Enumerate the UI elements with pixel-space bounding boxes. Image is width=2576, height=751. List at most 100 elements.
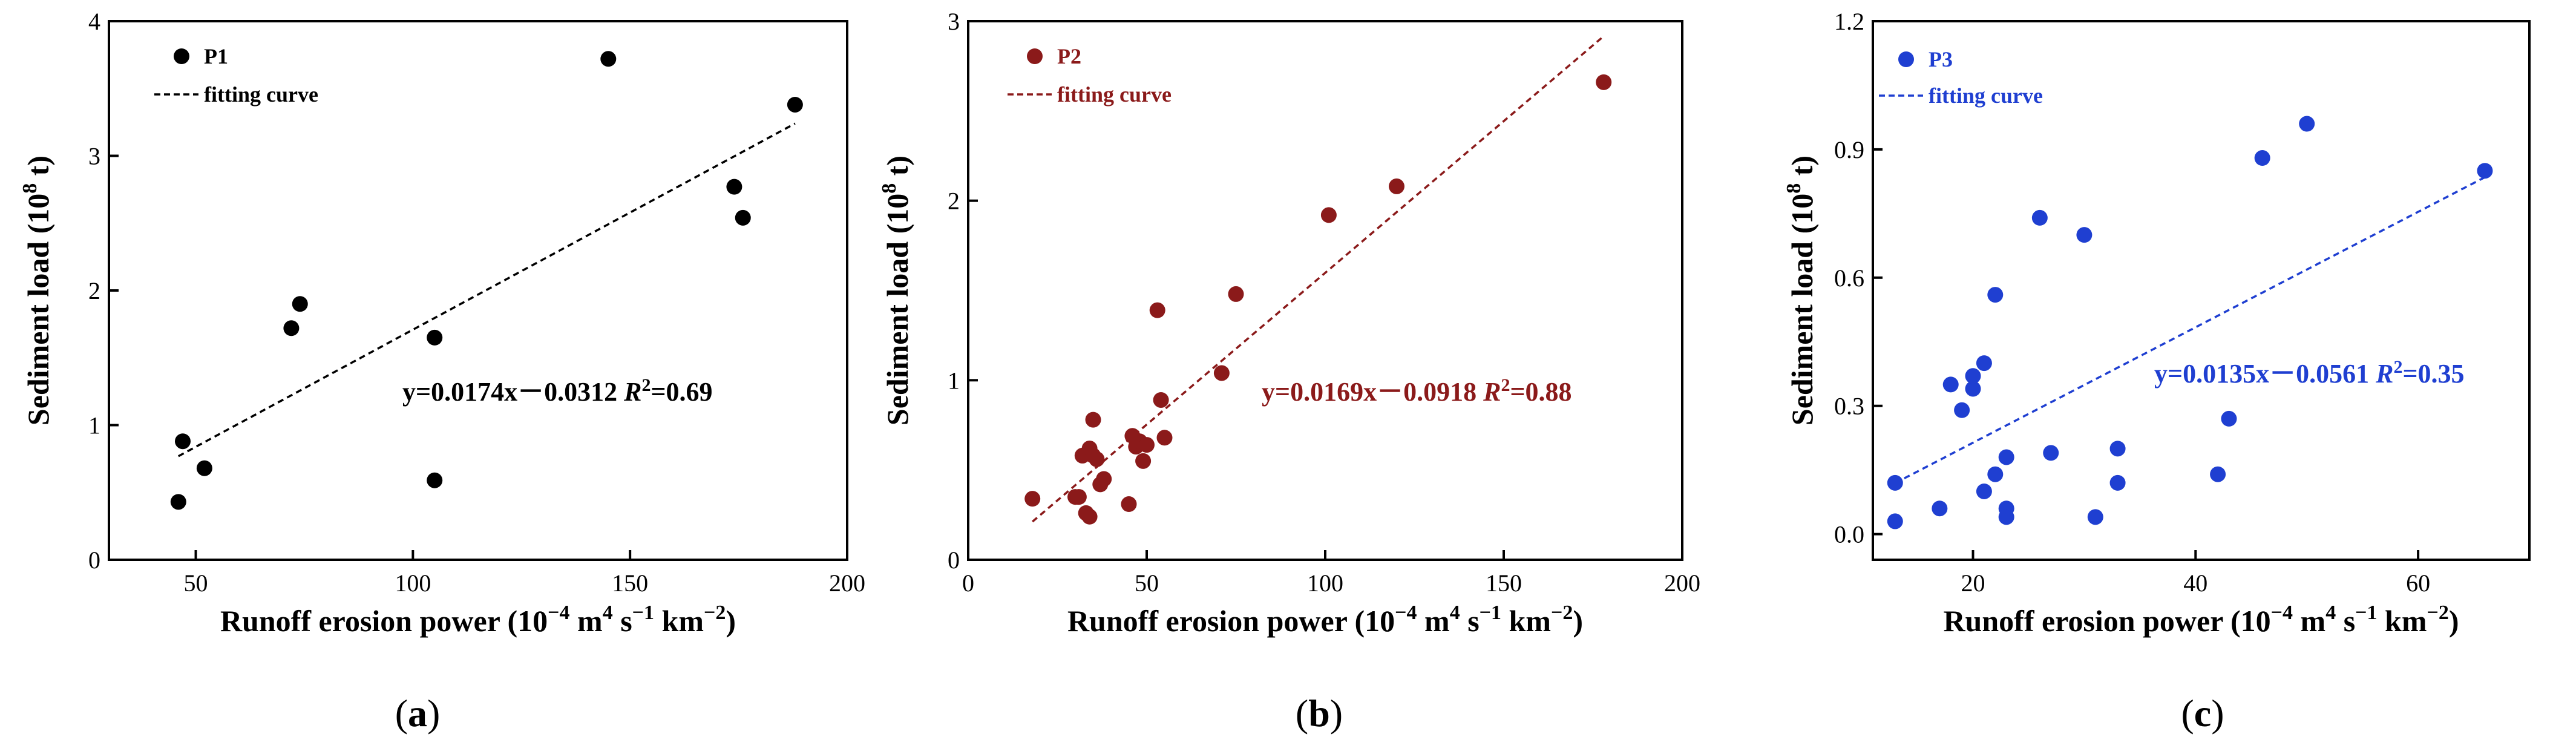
data-point	[1081, 508, 1098, 525]
data-point	[1965, 381, 1981, 397]
y-tick-label: 0.3	[1834, 393, 1864, 420]
data-point	[1596, 74, 1612, 90]
data-point	[1987, 466, 2004, 482]
fitting-curve-line	[177, 122, 796, 457]
legend-fit-label: fitting curve	[204, 82, 318, 107]
data-point	[1998, 509, 2014, 525]
data-point	[600, 51, 617, 67]
y-tick-label: 0.6	[1834, 264, 1864, 292]
regression-equation: y=0.0174x－0.0312 R2=0.69	[402, 375, 713, 407]
data-point	[1149, 302, 1165, 318]
data-point	[1139, 437, 1155, 453]
data-point	[2043, 445, 2059, 461]
data-point	[2076, 227, 2093, 243]
data-point	[1070, 489, 1087, 505]
data-point	[1976, 355, 1992, 372]
y-axis-label: Sediment load (108 t)	[19, 156, 55, 425]
y-tick-label: 3	[948, 8, 960, 35]
data-point	[292, 296, 308, 312]
panel-1: 50 100 150 200 0 1 2 3 4 P1 fitting curve y=0.0174x…	[19, 8, 865, 735]
regression-equation: y=0.0135x－0.0561 R2=0.35	[2154, 357, 2465, 389]
legend-series-label: P2	[1057, 44, 1081, 68]
legend-marker	[1898, 51, 1914, 67]
panel-label: (a)	[395, 692, 441, 735]
data-point	[1942, 376, 1959, 393]
legend-marker	[1027, 48, 1043, 64]
y-tick-label: 3	[88, 143, 100, 170]
x-tick-label: 100	[1307, 569, 1343, 597]
x-tick-label: 60	[2406, 569, 2430, 597]
data-point	[1887, 474, 1903, 491]
legend-series-label: P3	[1929, 47, 1953, 71]
x-tick-label: 50	[1135, 569, 1159, 597]
panel-label: (c)	[2181, 692, 2224, 735]
data-point	[1228, 286, 1244, 302]
data-point	[1089, 451, 1105, 467]
data-point	[1156, 430, 1173, 446]
x-tick-label: 0	[962, 569, 974, 597]
panel-label: (b)	[1296, 692, 1343, 735]
legend-series-label: P1	[204, 44, 228, 68]
legend-marker	[174, 48, 189, 64]
legend-fit-label: fitting curve	[1929, 84, 2043, 108]
data-point	[175, 433, 191, 450]
data-point	[1121, 496, 1137, 513]
panel-2: 0 50 100 150 200 0 1 2 3 P2 fitting curve y=0.0169x…	[878, 8, 1700, 735]
x-tick-label: 200	[829, 569, 865, 597]
y-axis-label: Sediment load (108 t)	[1783, 156, 1819, 425]
y-tick-label: 0.0	[1834, 521, 1864, 548]
y-tick-label: 1	[88, 412, 100, 439]
y-tick-label: 0	[948, 546, 960, 574]
data-point	[2109, 474, 2126, 491]
data-point	[1998, 449, 2014, 465]
data-point	[1213, 365, 1230, 381]
data-point	[2299, 116, 2315, 132]
x-axis-label: Runoff erosion power (10−4 m4 s−1 km−2)	[220, 602, 736, 638]
x-tick-label: 150	[612, 569, 648, 597]
data-point	[283, 320, 300, 336]
regression-equation: y=0.0169x－0.0918 R2=0.88	[1262, 375, 1572, 407]
panel-3: 20 40 60 0.0 0.3 0.6 0.9 1.2 P3 fitting curve y=0.…	[1783, 8, 2531, 735]
data-point	[1987, 287, 2004, 303]
y-tick-label: 4	[88, 8, 100, 35]
data-point	[1965, 368, 1981, 384]
y-tick-label: 2	[88, 277, 100, 304]
data-point	[787, 96, 803, 113]
data-point	[2477, 163, 2493, 179]
data-point	[1024, 491, 1041, 507]
y-tick-label: 0	[88, 546, 100, 574]
y-tick-label: 0.9	[1834, 136, 1864, 163]
data-point	[2210, 466, 2226, 482]
x-tick-label: 100	[395, 569, 431, 597]
x-tick-label: 200	[1664, 569, 1700, 597]
data-point	[2221, 410, 2237, 427]
data-point	[1153, 392, 1169, 408]
x-tick-label: 150	[1486, 569, 1522, 597]
data-point	[2109, 441, 2126, 457]
fitting-curve-line	[1032, 35, 1605, 523]
x-axis-label: Runoff erosion power (10−4 m4 s−1 km−2)	[1943, 602, 2459, 638]
data-point	[1976, 483, 1992, 499]
data-point	[1932, 500, 1948, 517]
x-tick-label: 50	[184, 569, 208, 597]
data-point	[1887, 513, 1903, 530]
y-tick-label: 1.2	[1834, 8, 1864, 35]
data-point	[1096, 471, 1112, 487]
data-point	[726, 179, 742, 195]
y-tick-label: 1	[948, 367, 960, 394]
y-tick-label: 2	[948, 188, 960, 215]
data-point	[427, 472, 443, 488]
data-point	[170, 494, 186, 510]
x-axis-label: Runoff erosion power (10−4 m4 s−1 km−2)	[1067, 602, 1583, 638]
data-point	[427, 329, 443, 346]
data-point	[735, 209, 751, 226]
data-point	[1135, 453, 1152, 469]
legend-fit-label: fitting curve	[1057, 82, 1172, 107]
x-tick-label: 40	[2183, 569, 2207, 597]
fitting-curve-line	[1894, 176, 2486, 484]
y-axis-label: Sediment load (108 t)	[878, 156, 914, 425]
data-point	[1320, 207, 1337, 223]
data-point	[2031, 209, 2048, 226]
data-point	[196, 460, 212, 476]
